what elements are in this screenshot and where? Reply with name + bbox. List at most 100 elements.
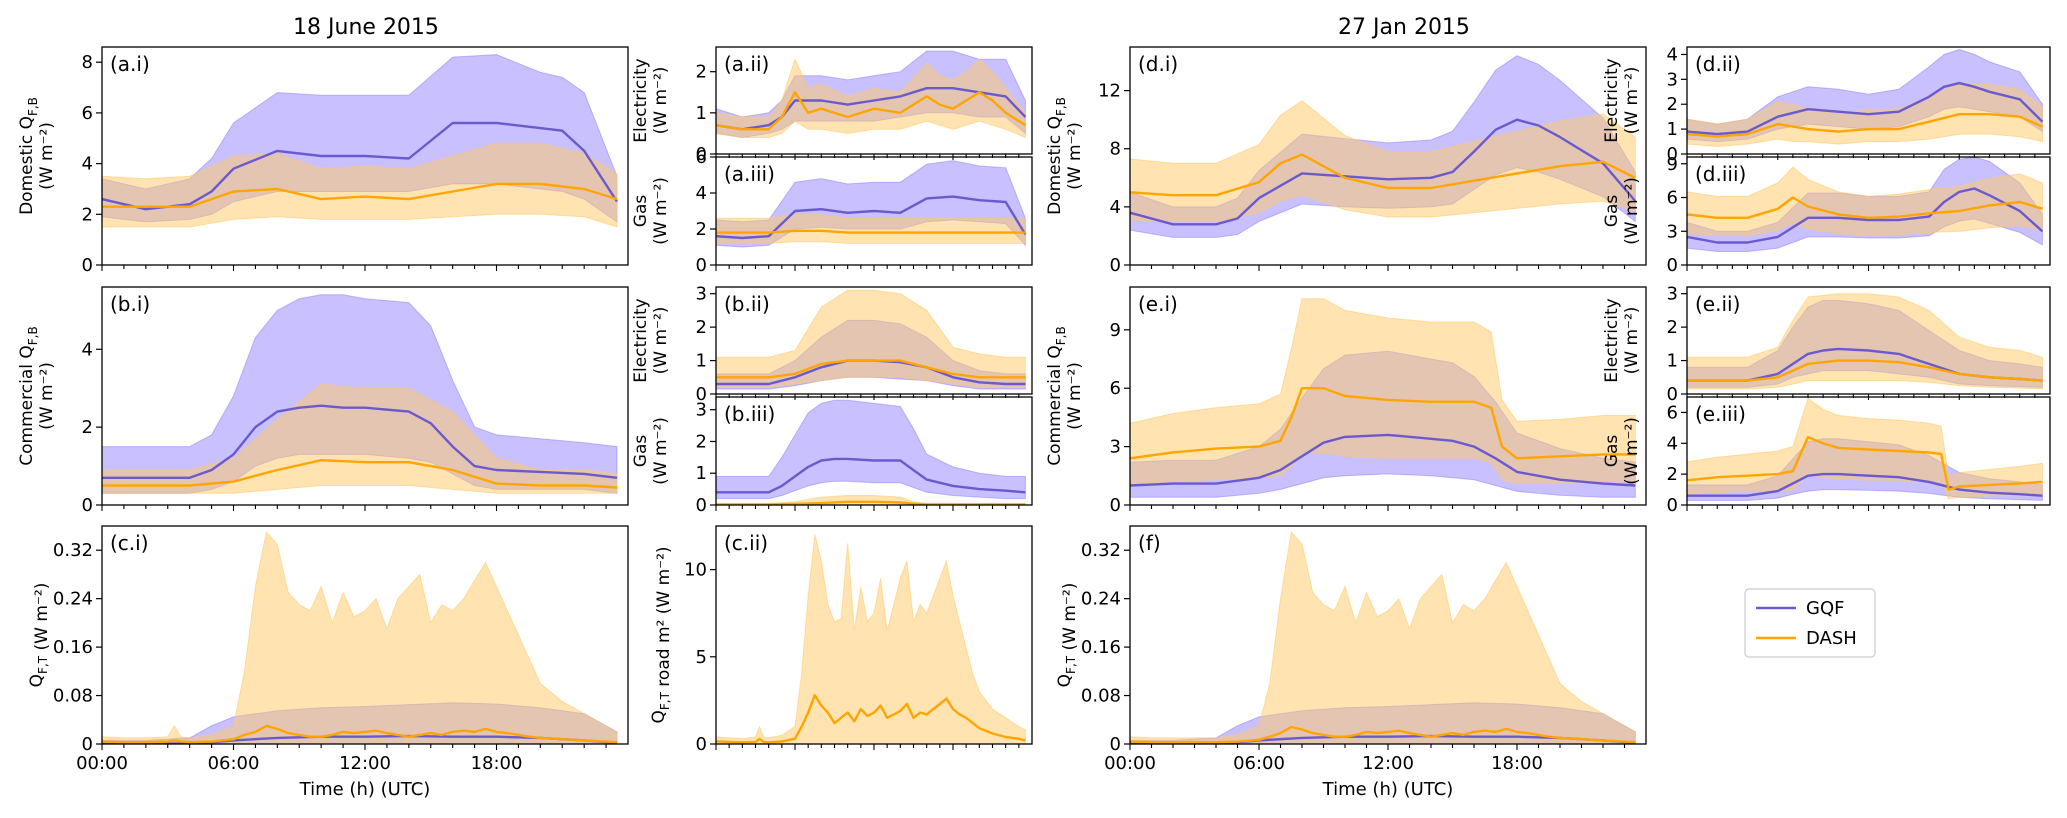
y-axis-label: QF,T road m² (W m⁻²) <box>649 546 674 723</box>
dash-range-band <box>1130 100 1636 222</box>
panel-a_i: 0 2 4 6 8 (a.i) Domestic QF,B(W m⁻²) <box>17 46 629 276</box>
y-tick-label: 3 <box>1110 437 1121 458</box>
y-axis-unit: (W m⁻²) <box>1622 307 1642 375</box>
y-axis-label: Electricity <box>631 298 651 382</box>
y-tick-label: 0 <box>1667 255 1678 276</box>
y-tick-label: 0.24 <box>53 589 93 610</box>
y-tick-label: 0 <box>696 384 707 405</box>
dash-range-band <box>716 57 1026 139</box>
panel-b_iii: 0 1 2 3 (b.iii) Gas (W m⁻²) <box>631 396 1033 516</box>
dash-mean-line <box>1130 725 1636 744</box>
panel-d_iii: 0 3 6 9 (d.iii) Gas (W m⁻²) <box>1602 154 2051 276</box>
panel-label: (e.iii) <box>1695 402 1746 426</box>
x-tick-label: 18:00 <box>471 753 523 774</box>
panel-label: (e.i) <box>1138 292 1178 316</box>
gqf-mean-line <box>716 457 1026 494</box>
dash-range-band <box>1687 293 2043 390</box>
title-january: 27 Jan 2015 <box>1338 15 1470 40</box>
y-axis-label: Electricity <box>1602 298 1622 382</box>
y-tick-label: 0.16 <box>1081 637 1121 658</box>
dash-mean-line <box>1687 435 2043 491</box>
panel-f: 0 0.08 0.16 0.24 0.32 00:00 06:00 12:00 18:00 Tim… <box>1055 525 1647 800</box>
y-tick-label: 4 <box>82 339 93 360</box>
x-tick-label: 12:00 <box>339 753 391 774</box>
x-axis-label: Time (h) (UTC) <box>1322 779 1454 800</box>
y-tick-label: 3 <box>1667 221 1678 242</box>
panel-label: (c.ii) <box>724 531 768 555</box>
plot-area-a_ii <box>716 50 1027 139</box>
y-tick-label: 2 <box>1667 464 1678 485</box>
y-axis-label: Commercial QF,B <box>17 326 40 465</box>
dash-mean-line <box>102 459 618 489</box>
gqf-mean-line <box>102 121 619 211</box>
gqf-mean-line <box>716 195 1027 240</box>
panel-label: (b.iii) <box>724 402 775 426</box>
y-axis-unit: (W m⁻²) <box>1622 177 1642 245</box>
panel-label: (a.i) <box>110 52 150 76</box>
y-tick-label: 0 <box>1667 144 1678 165</box>
panel-c_i: 0 0.08 0.16 0.24 0.32 00:00 06:00 12:00 18:00 Tim… <box>27 525 629 800</box>
legend-gqf-label: GQF <box>1806 598 1844 619</box>
y-tick-label: 6 <box>1667 402 1678 423</box>
panel-label: (a.iii) <box>724 162 775 186</box>
y-tick-label: 3 <box>1667 284 1678 305</box>
gqf-mean-line <box>102 404 618 479</box>
y-tick-label: 1 <box>696 351 707 372</box>
y-tick-label: 5 <box>696 647 707 668</box>
plot-area-c_i <box>102 531 618 744</box>
plot-area-e_i <box>1130 298 1636 498</box>
panel-e_ii: 0 1 2 3 (e.ii) Electricity (W m⁻²) <box>1602 284 2051 405</box>
dash-mean-line <box>1130 153 1636 197</box>
x-tick-label: 00:00 <box>76 753 128 774</box>
y-tick-label: 0 <box>1667 495 1678 516</box>
y-axis-label: Domestic QF,B <box>17 97 40 215</box>
panel-d_ii: 0 1 2 3 4 (d.ii) Electricity (W m⁻²) <box>1602 44 2051 165</box>
y-axis-label: Gas <box>631 435 651 468</box>
plot-area-d_iii <box>1687 157 2044 252</box>
gqf-mean-line <box>1687 187 2044 244</box>
dash-range-band <box>1687 83 2043 148</box>
plot-area-d_ii <box>1687 48 2044 148</box>
legend-box <box>1744 588 1876 658</box>
y-axis-label: QF,T (W m⁻²) <box>27 583 52 688</box>
plot-area-b_ii <box>716 289 1026 390</box>
y-tick-label: 0 <box>696 495 707 516</box>
y-tick-label: 3 <box>696 284 707 305</box>
panel-label: (d.i) <box>1138 52 1178 76</box>
x-tick-label: 12:00 <box>1362 753 1414 774</box>
legend: GQF DASH <box>1744 588 1876 658</box>
y-tick-label: 6 <box>82 103 93 124</box>
plot-area-b_iii <box>716 399 1026 505</box>
dash-mean-line <box>1687 359 2043 382</box>
y-tick-label: 3 <box>1667 69 1678 90</box>
plot-area-f <box>1130 530 1636 744</box>
y-tick-label: 0 <box>696 144 707 165</box>
plot-area-e_iii <box>1687 397 2043 501</box>
y-tick-label: 4 <box>82 154 93 175</box>
dash-range-band <box>1130 298 1636 485</box>
y-tick-label: 2 <box>1667 317 1678 338</box>
y-tick-label: 0.32 <box>1081 540 1121 561</box>
y-axis-label: Domestic QF,B <box>1045 97 1068 215</box>
plot-area-e_ii <box>1687 293 2043 390</box>
x-tick-label: 18:00 <box>1491 753 1543 774</box>
y-tick-label: 6 <box>696 147 707 168</box>
y-tick-label: 2 <box>82 417 93 438</box>
y-tick-label: 1 <box>696 463 707 484</box>
dash-mean-line <box>716 91 1027 131</box>
y-tick-label: 0.32 <box>53 540 93 561</box>
panel-b_ii: 0 1 2 3 (b.ii) Electricity (W m⁻²) <box>631 284 1033 405</box>
dash-range-band <box>716 289 1026 388</box>
y-axis-label: QF,T (W m⁻²) <box>1055 583 1080 688</box>
y-tick-label: 0.16 <box>53 637 93 658</box>
y-tick-label: 3 <box>696 400 707 421</box>
dash-range-band <box>716 534 1026 744</box>
plot-area-c_ii <box>716 534 1026 744</box>
dash-mean-line <box>102 724 618 744</box>
y-tick-label: 2 <box>696 219 707 240</box>
y-axis-unit: (W m⁻²) <box>1065 122 1085 190</box>
gqf-mean-line <box>1130 118 1637 226</box>
